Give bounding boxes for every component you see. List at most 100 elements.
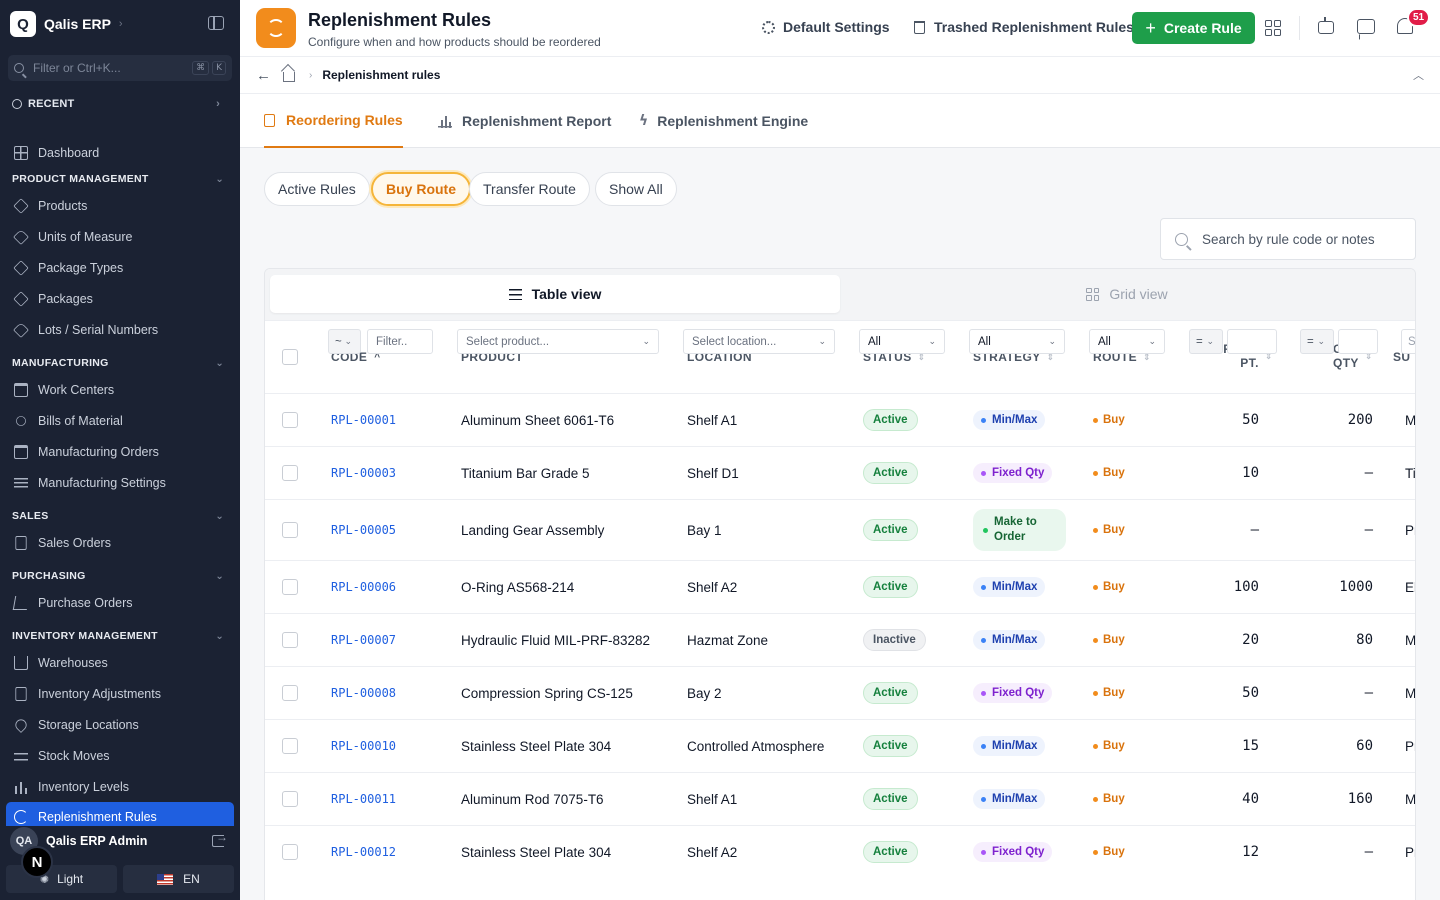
search-input[interactable] — [1202, 231, 1415, 247]
rule-code-link[interactable]: RPL-00005 — [331, 523, 397, 537]
product-filter-select[interactable]: Select product... ⌄ — [457, 329, 659, 354]
rule-code-link[interactable]: RPL-00001 — [331, 413, 397, 427]
default-settings-button[interactable]: Default Settings — [762, 19, 890, 35]
row-checkbox[interactable] — [282, 738, 298, 754]
robot-icon[interactable] — [1318, 17, 1334, 34]
section-sales[interactable]: SALES ⌄ — [0, 505, 240, 527]
tab-replenishment-report[interactable]: Replenishment Report — [438, 94, 611, 148]
sidebar-item-inventory-adjustments[interactable]: Inventory Adjustments — [0, 678, 240, 709]
language-button[interactable]: EN — [123, 865, 234, 893]
recent-toggle[interactable]: RECENT › — [12, 98, 220, 110]
sidebar-item-bills-of-material[interactable]: Bills of Material — [0, 405, 240, 436]
chat-icon[interactable] — [1357, 19, 1375, 34]
filter-active-rules[interactable]: Active Rules — [264, 172, 370, 206]
code-filter-input[interactable]: Filter.. — [367, 329, 433, 354]
row-checkbox[interactable] — [282, 412, 298, 428]
rule-code-link[interactable]: RPL-00007 — [331, 633, 397, 647]
grid-icon — [1086, 287, 1100, 301]
table-row[interactable]: RPL-00012 Stainless Steel Plate 304 Shelf … — [265, 825, 1415, 878]
shortcut-key: K — [212, 61, 226, 75]
tab-replenishment-engine[interactable]: ϟ Replenishment Engine — [639, 94, 808, 148]
status-filter-select[interactable]: All ⌄ — [859, 329, 945, 354]
brand[interactable]: Q Qalis ERP › — [10, 10, 230, 38]
table-row[interactable]: RPL-00008 Compression Spring CS-125 Bay 2 A… — [265, 666, 1415, 719]
status-badge: Active — [863, 462, 918, 484]
rule-code-link[interactable]: RPL-00006 — [331, 580, 397, 594]
section-product-management[interactable]: PRODUCT MANAGEMENT ⌄ — [0, 168, 240, 190]
tab-reordering-rules[interactable]: Reordering Rules — [264, 94, 403, 148]
row-checkbox[interactable] — [282, 465, 298, 481]
filter-transfer-route[interactable]: Transfer Route — [469, 172, 590, 206]
sidebar-item-purchase-orders[interactable]: Purchase Orders — [0, 587, 240, 618]
back-arrow-icon[interactable]: ← — [256, 66, 271, 84]
status-badge: Active — [863, 576, 918, 598]
target-operator-select[interactable]: = ⌄ — [1300, 329, 1334, 354]
filter-buy-route[interactable]: Buy Route — [371, 172, 471, 206]
location-filter-select[interactable]: Select location... ⌄ — [683, 329, 835, 354]
table-row[interactable]: RPL-00006 O-Ring AS568-214 Shelf A2 Active M… — [265, 560, 1415, 613]
sidebar-item-units-of-measure[interactable]: Units of Measure — [0, 221, 240, 252]
row-checkbox[interactable] — [282, 844, 298, 860]
sidebar-item-inventory-levels[interactable]: Inventory Levels — [0, 771, 240, 802]
rule-code-link[interactable]: RPL-00012 — [331, 845, 397, 859]
rule-code-link[interactable]: RPL-00008 — [331, 686, 397, 700]
apps-grid-icon[interactable] — [1265, 20, 1281, 36]
sidebar-item-sales-orders[interactable]: Sales Orders — [0, 527, 240, 558]
create-rule-button[interactable]: + Create Rule — [1132, 12, 1255, 44]
sidebar-item-packages[interactable]: Packages — [0, 283, 240, 314]
table-row[interactable]: RPL-00007 Hydraulic Fluid MIL-PRF-83282 Ha… — [265, 613, 1415, 666]
sidebar-collapse-icon[interactable] — [208, 16, 224, 30]
sidebar-filter-input[interactable] — [33, 61, 190, 75]
sidebar-item-lots[interactable]: Lots / Serial Numbers — [0, 314, 240, 345]
trashed-rules-button[interactable]: Trashed Replenishment Rules — [914, 19, 1134, 35]
sidebar-item-manufacturing-settings[interactable]: Manufacturing Settings — [0, 467, 240, 498]
row-checkbox[interactable] — [282, 522, 298, 538]
devtools-button[interactable]: N — [21, 846, 53, 878]
sidebar-item-dashboard[interactable]: Dashboard — [0, 137, 240, 168]
view-label: Table view — [531, 286, 602, 302]
section-purchasing[interactable]: PURCHASING ⌄ — [0, 565, 240, 587]
sidebar-item-warehouses[interactable]: Warehouses — [0, 647, 240, 678]
supplier-filter-input[interactable]: S — [1401, 329, 1415, 354]
row-checkbox[interactable] — [282, 791, 298, 807]
table-row[interactable]: RPL-00010 Stainless Steel Plate 304 Contro… — [265, 719, 1415, 772]
section-inventory-management[interactable]: INVENTORY MANAGEMENT ⌄ — [0, 625, 240, 647]
placeholder: Filter.. — [376, 335, 408, 348]
code-operator-select[interactable]: ~ ⌄ — [328, 329, 361, 354]
sidebar-item-package-types[interactable]: Package Types — [0, 252, 240, 283]
sidebar-item-storage-locations[interactable]: Storage Locations — [0, 709, 240, 740]
sidebar-item-work-centers[interactable]: Work Centers — [0, 374, 240, 405]
filter-show-all[interactable]: Show All — [595, 172, 677, 206]
sidebar-item-label: Replenishment Rules — [38, 810, 157, 824]
logout-icon[interactable] — [212, 830, 228, 847]
table-row[interactable]: RPL-00003 Titanium Bar Grade 5 Shelf D1 Act… — [265, 446, 1415, 499]
rule-code-link[interactable]: RPL-00003 — [331, 466, 397, 480]
status-dot-icon — [981, 849, 986, 855]
select-all-checkbox[interactable] — [282, 349, 298, 365]
target-filter-input[interactable] — [1338, 329, 1378, 354]
sidebar-item-stock-moves[interactable]: Stock Moves — [0, 740, 240, 771]
row-checkbox[interactable] — [282, 632, 298, 648]
table-row[interactable]: RPL-00011 Aluminum Rod 7075-T6 Shelf A1 Act… — [265, 772, 1415, 825]
reorder-filter-input[interactable] — [1227, 329, 1277, 354]
chevron-down-icon: ⌄ — [1206, 336, 1214, 346]
sidebar-item-products[interactable]: Products — [0, 190, 240, 221]
status-dot-icon — [1093, 527, 1098, 533]
row-checkbox[interactable] — [282, 685, 298, 701]
reorder-operator-select[interactable]: = ⌄ — [1189, 329, 1223, 354]
chevron-up-icon[interactable]: ︿ — [1413, 70, 1424, 82]
route-filter-select[interactable]: All ⌄ — [1089, 329, 1165, 354]
section-manufacturing[interactable]: MANUFACTURING ⌄ — [0, 352, 240, 374]
table-view-button[interactable]: Table view — [270, 275, 840, 313]
table-row[interactable]: RPL-00001 Aluminum Sheet 6061-T6 Shelf A1 A… — [265, 393, 1415, 446]
table-row[interactable]: RPL-00005 Landing Gear Assembly Bay 1 Activ… — [265, 499, 1415, 560]
gear-icon — [762, 20, 775, 34]
rule-code-link[interactable]: RPL-00011 — [331, 792, 397, 806]
strategy-filter-select[interactable]: All ⌄ — [969, 329, 1065, 354]
sidebar-item-manufacturing-orders[interactable]: Manufacturing Orders — [0, 436, 240, 467]
grid-view-button[interactable]: Grid view — [842, 275, 1412, 313]
rule-code-link[interactable]: RPL-00010 — [331, 739, 397, 753]
home-icon[interactable] — [283, 72, 295, 82]
row-checkbox[interactable] — [282, 579, 298, 595]
sort-icon: ⇕ — [1143, 351, 1151, 362]
